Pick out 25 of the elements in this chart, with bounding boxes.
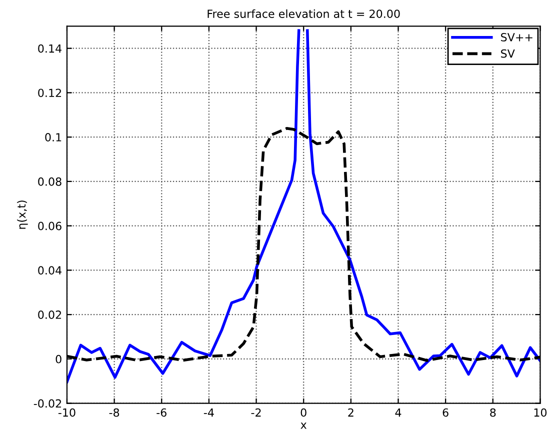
x-tick-label: 4	[395, 408, 402, 417]
y-tick-label: 0.06	[38, 222, 62, 230]
y-tick-label: 0	[56, 354, 62, 364]
x-axis-title: x	[300, 422, 307, 429]
x-tick-label: -10	[58, 408, 76, 417]
x-tick-label: 6	[442, 408, 448, 417]
chart-title: Free surface elevation at t = 20.00	[208, 9, 400, 18]
legend-label: SV	[501, 49, 515, 58]
x-tick-label: -6	[156, 408, 166, 417]
x-tick-label: 10	[534, 408, 547, 417]
x-tick-label: 2	[348, 408, 354, 417]
x-tick-label: -8	[109, 408, 120, 417]
legend-label: SV++	[501, 33, 532, 42]
y-tick-label: 0.12	[38, 88, 62, 98]
y-axis-title: η(x,t)	[17, 200, 28, 229]
y-tick-label: 0.04	[38, 266, 62, 275]
y-tick-label: -0.02	[34, 399, 62, 408]
y-tick-label: 0.08	[38, 177, 62, 186]
x-tick-label: -4	[204, 408, 214, 417]
y-tick-label: 0.02	[38, 310, 62, 319]
y-tick-label: 0.1	[45, 133, 62, 142]
x-tick-label: 8	[490, 408, 496, 417]
x-tick-label: -2	[251, 408, 261, 417]
x-tick-label: 0	[300, 408, 306, 417]
y-tick-label: 0.14	[38, 44, 62, 53]
